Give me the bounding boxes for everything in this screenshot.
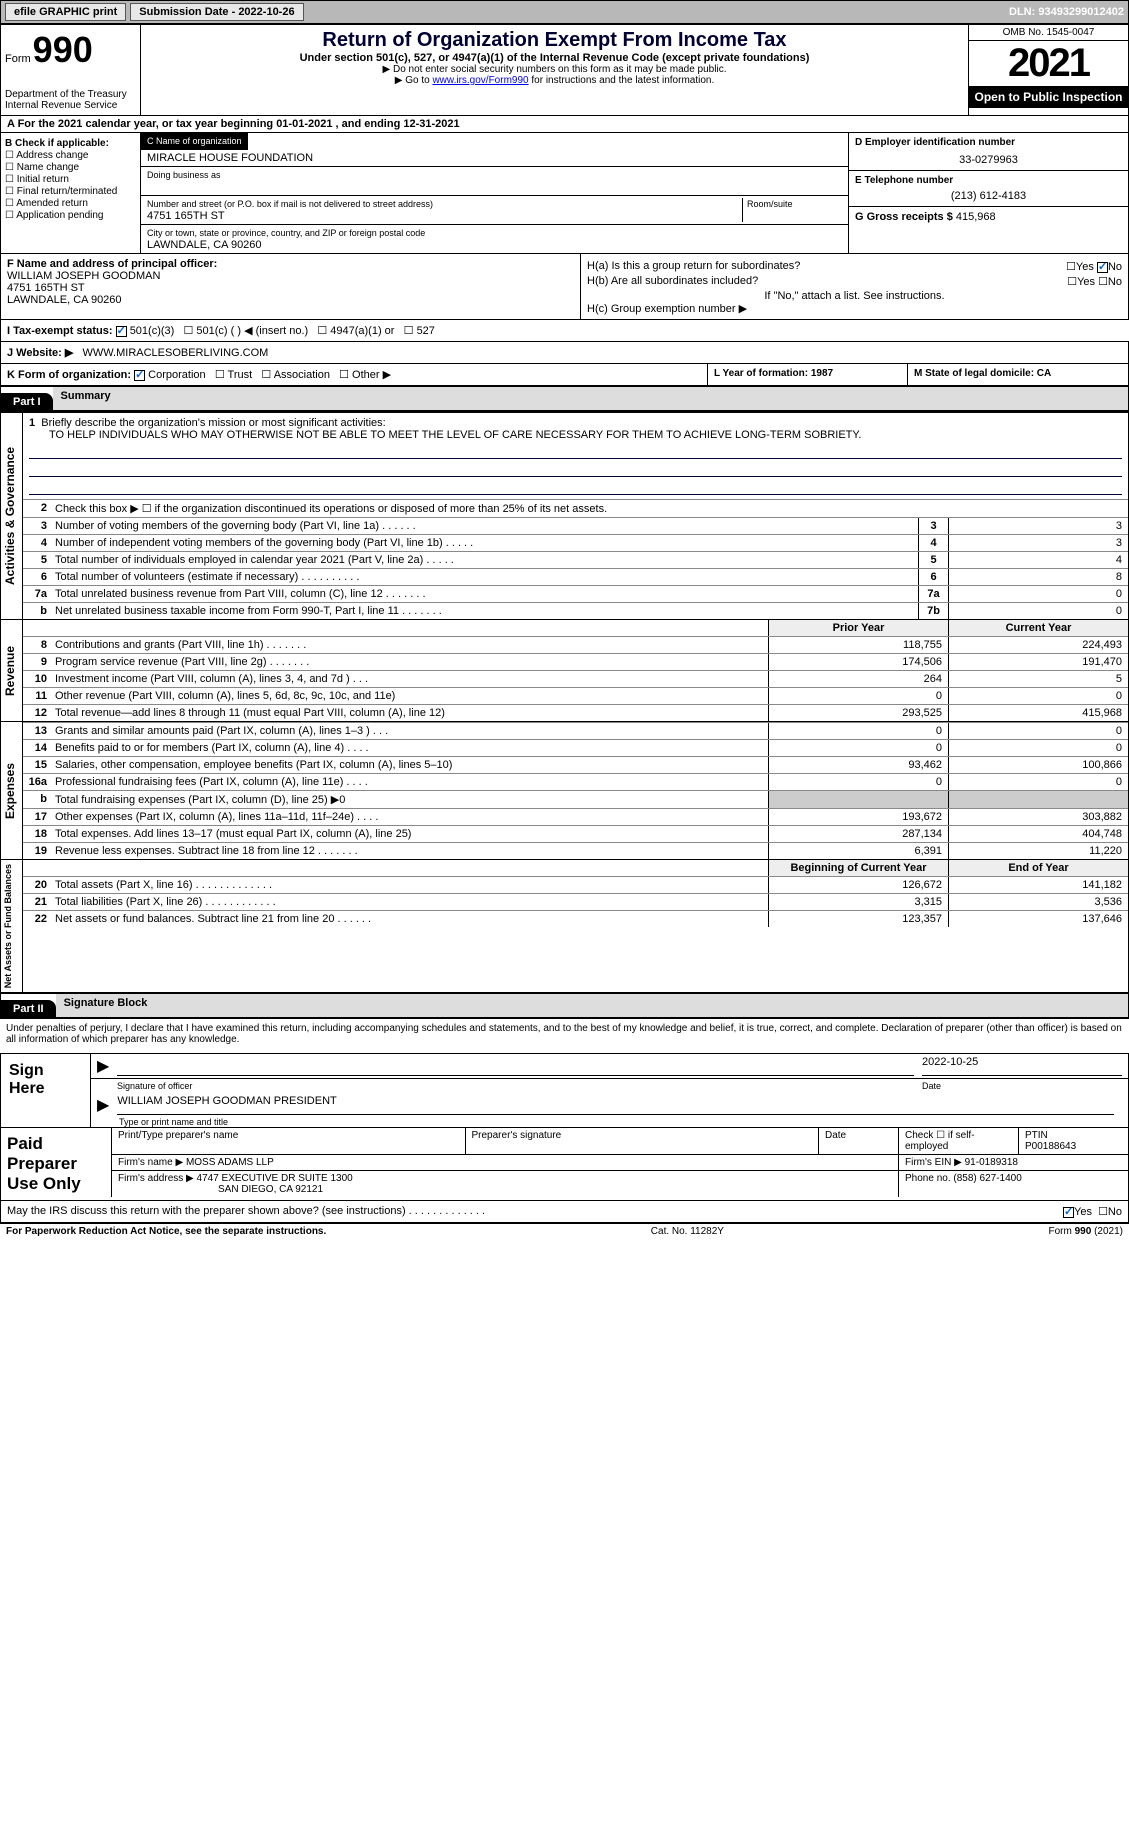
website-note: ▶ Go to www.irs.gov/Form990 for instruct… — [145, 75, 964, 86]
tab-expenses: Expenses — [1, 722, 23, 859]
row-i-tax-status: I Tax-exempt status: 501(c)(3) ☐ 501(c) … — [0, 320, 1129, 342]
ein: 33-0279963 — [855, 154, 1122, 166]
form-number: 990 — [33, 29, 93, 71]
irs-link[interactable]: www.irs.gov/Form990 — [432, 75, 528, 86]
open-to-public: Open to Public Inspection — [969, 86, 1128, 108]
tab-activities: Activities & Governance — [1, 413, 23, 619]
city-state-zip: LAWNDALE, CA 90260 — [147, 239, 262, 251]
summary-table: Activities & Governance 1 Briefly descri… — [0, 412, 1129, 620]
omb-number: OMB No. 1545-0047 — [969, 25, 1128, 41]
part-ii-title: Signature Block — [56, 994, 1128, 1018]
part-i-header: Part I — [1, 393, 53, 411]
form-subtitle: Under section 501(c), 527, or 4947(a)(1)… — [145, 52, 964, 64]
top-bar: efile GRAPHIC print Submission Date - 20… — [0, 0, 1129, 24]
phone: (213) 612-4183 — [855, 190, 1122, 202]
row-k-form-org: K Form of organization: Corporation ☐ Tr… — [1, 364, 708, 385]
col-eoy: End of Year — [948, 860, 1128, 876]
col-c-entity: C Name of organization MIRACLE HOUSE FOU… — [141, 133, 848, 253]
efile-print-button[interactable]: efile GRAPHIC print — [5, 3, 126, 21]
col-prior-year: Prior Year — [768, 620, 948, 636]
col-h-group: H(a) Is this a group return for subordin… — [581, 254, 1128, 319]
paid-preparer-block: Paid Preparer Use Only Print/Type prepar… — [0, 1128, 1129, 1201]
dept-treasury: Department of the Treasury — [5, 89, 136, 100]
col-de: D Employer identification number 33-0279… — [848, 133, 1128, 253]
tab-net-assets: Net Assets or Fund Balances — [1, 860, 23, 992]
gross-receipts: 415,968 — [956, 211, 996, 223]
website: WWW.MIRACLESOBERLIVING.COM — [83, 347, 269, 359]
org-name: MIRACLE HOUSE FOUNDATION — [141, 150, 848, 167]
officer-print-name: WILLIAM JOSEPH GOODMAN PRESIDENT — [117, 1095, 1114, 1115]
officer-name: WILLIAM JOSEPH GOODMAN — [7, 270, 160, 282]
signature-block: Sign Here ▶ 2022-10-25 Signature of offi… — [0, 1053, 1129, 1128]
row-a-tax-year: A For the 2021 calendar year, or tax yea… — [0, 116, 1129, 133]
penalty-statement: Under penalties of perjury, I declare th… — [0, 1019, 1129, 1049]
discuss-row: May the IRS discuss this return with the… — [0, 1201, 1129, 1223]
street-address: 4751 165TH ST — [147, 210, 225, 222]
submission-date: Submission Date - 2022-10-26 — [130, 3, 303, 21]
firm-phone: (858) 627-1400 — [953, 1173, 1021, 1184]
firm-address: 4747 EXECUTIVE DR SUITE 1300 — [197, 1173, 353, 1184]
col-f-officer: F Name and address of principal officer:… — [1, 254, 581, 319]
ssn-note: ▶ Do not enter social security numbers o… — [145, 64, 964, 75]
col-current-year: Current Year — [948, 620, 1128, 636]
mission-text: TO HELP INDIVIDUALS WHO MAY OTHERWISE NO… — [29, 429, 861, 441]
irs-label: Internal Revenue Service — [5, 100, 136, 111]
part-i-title: Summary — [53, 387, 1128, 411]
dln: DLN: 93493299012402 — [1009, 6, 1124, 18]
col-b-checkboxes: B Check if applicable: ☐ Address change … — [1, 133, 141, 253]
row-j-website: J Website: ▶ WWW.MIRACLESOBERLIVING.COM — [0, 342, 1129, 364]
sign-here-label: Sign Here — [1, 1054, 91, 1127]
form-header: Form 990 Department of the Treasury Inte… — [0, 24, 1129, 116]
firm-name: MOSS ADAMS LLP — [186, 1157, 274, 1168]
firm-ein: 91-0189318 — [965, 1157, 1018, 1168]
sign-date: 2022-10-25 — [922, 1056, 1122, 1076]
form-title: Return of Organization Exempt From Incom… — [145, 29, 964, 52]
col-boy: Beginning of Current Year — [768, 860, 948, 876]
part-ii-header: Part II — [1, 1000, 56, 1018]
footer: For Paperwork Reduction Act Notice, see … — [0, 1223, 1129, 1239]
tax-year: 2021 — [969, 41, 1128, 86]
ptin: P00188643 — [1025, 1141, 1076, 1152]
tab-revenue: Revenue — [1, 620, 23, 721]
row-l-year: L Year of formation: 1987 — [708, 364, 908, 385]
form-label: Form — [5, 53, 31, 65]
row-m-state: M State of legal domicile: CA — [908, 364, 1128, 385]
